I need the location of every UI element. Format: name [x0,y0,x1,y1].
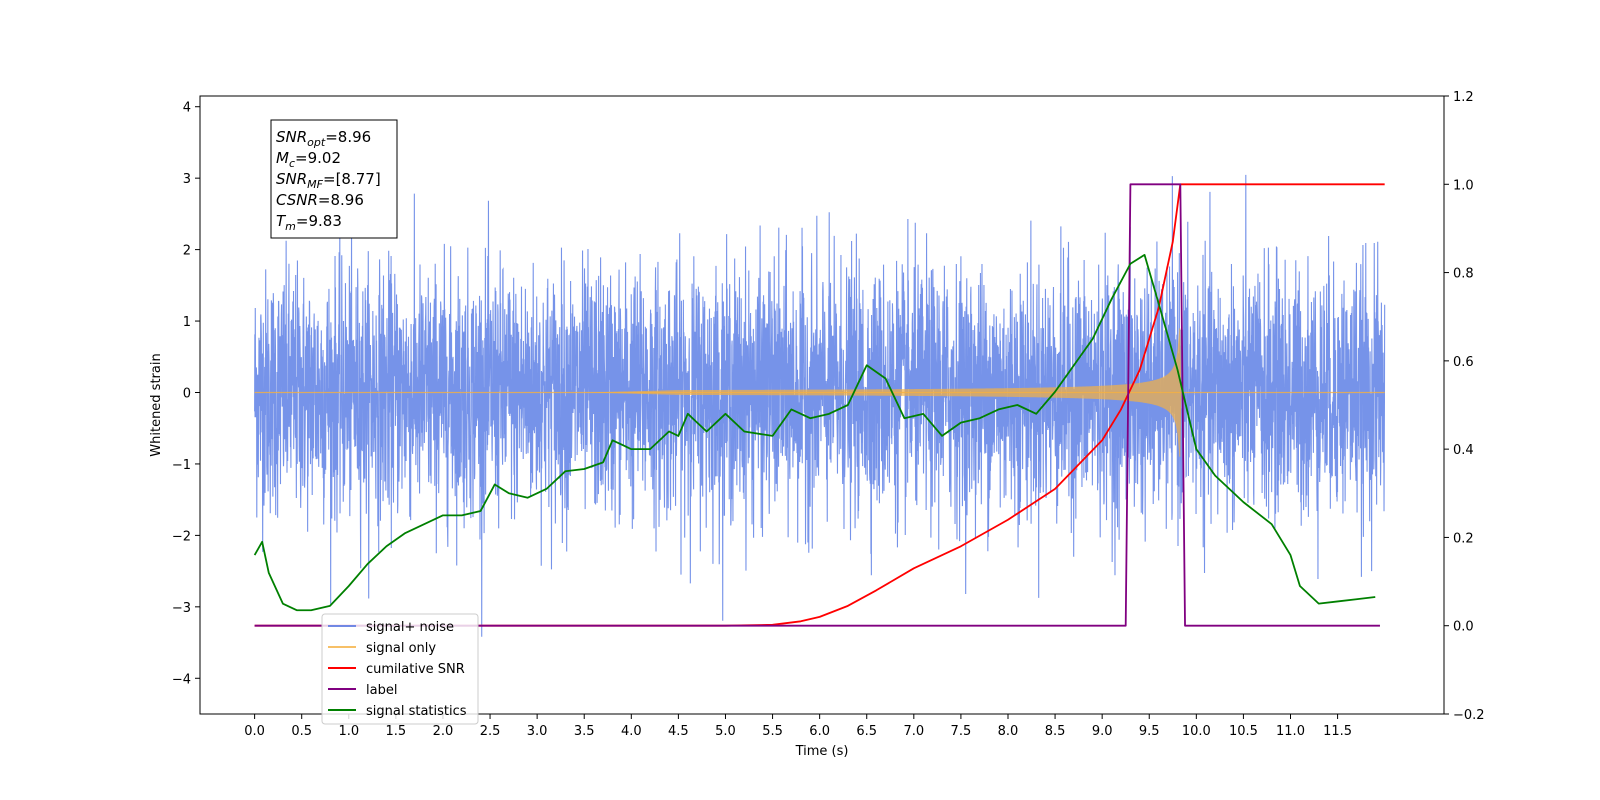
x-tick-label: 4.0 [621,724,642,739]
y2-tick-label: −0.2 [1453,708,1485,723]
y2-tick-label: 0.0 [1453,620,1474,635]
data-layer [253,174,1386,637]
legend-label: signal+ noise [366,620,454,635]
x-tick-label: 8.5 [1045,724,1066,739]
annotation-line: CSNR=8.96 [276,191,364,209]
y-tick-label: 2 [183,244,191,259]
x-tick-label: 8.0 [998,724,1019,739]
y-tick-label: −3 [172,601,191,616]
y-tick-label: 4 [183,101,191,116]
x-tick-label: 4.5 [668,724,689,739]
series-signal-noise-line [254,174,1386,637]
y2-tick-label: 0.4 [1453,443,1474,458]
annotation-line: SNRMF=[8.77] [276,170,381,191]
series-signal-statistics-line [253,254,1376,612]
legend: signal+ noise signal only cumilative SNR la… [321,613,479,725]
annotation-line: Mc=9.02 [276,149,341,170]
x-tick-label: 0.5 [291,724,312,739]
x-tick-label: 5.0 [715,724,736,739]
x-tick-label: 10.5 [1229,724,1258,739]
y-tick-label: −2 [172,529,191,544]
y-tick-label: −4 [172,672,191,687]
x-tick-label: 0.0 [244,724,265,739]
legend-label: signal only [366,641,436,656]
x-tick-label: 2.5 [480,724,501,739]
y2-tick-label: 1.2 [1453,90,1474,105]
x-tick-label: 1.0 [338,724,359,739]
annotation-frame [270,119,398,239]
x-tick-label: 5.5 [762,724,783,739]
x-tick-label: 3.5 [574,724,595,739]
x-tick-label: 6.0 [809,724,830,739]
y-tick-label: 3 [183,172,191,187]
x-tick-label: 11.0 [1276,724,1305,739]
x-tick-label: 6.5 [856,724,877,739]
annotation-line: Tm=9.83 [276,212,342,233]
y-tick-label: −1 [172,458,191,473]
plot-frame [199,95,1445,715]
x-tick-label: 11.5 [1323,724,1352,739]
x-tick-label: 1.5 [386,724,407,739]
legend-label: signal statistics [366,704,467,719]
y-axis-left: 4 3 2 1 0 −1 −2 −3 −4 [172,101,200,687]
x-axis: 0.0 0.5 1.0 1.5 2.0 2.5 3.0 3.5 4.0 4.5 5.0 5.5 6.0 6… [244,714,1352,739]
y-axis-label: Whitened strain [149,353,164,456]
legend-label: cumilative SNR [366,662,465,677]
y-tick-label: 1 [183,315,191,330]
y2-tick-label: 0.8 [1453,267,1474,282]
legend-frame [321,613,479,725]
x-axis-label: Time (s) [795,744,849,759]
annotation-line: SNRopt=8.96 [276,128,371,149]
x-tick-label: 7.0 [903,724,924,739]
series-label-line [254,183,1380,627]
y2-tick-label: 1.0 [1453,178,1474,193]
x-tick-label: 2.0 [433,724,454,739]
y-axis-right: 1.2 1.0 0.8 0.6 0.4 0.2 0.0 −0.2 [1444,90,1485,723]
x-tick-label: 9.0 [1092,724,1113,739]
legend-label: label [366,683,397,698]
y2-tick-label: 0.6 [1453,355,1474,370]
x-tick-label: 10.0 [1182,724,1211,739]
y-tick-label: 0 [183,386,191,401]
x-tick-label: 3.0 [527,724,548,739]
y2-tick-label: 0.2 [1453,531,1474,546]
series-cumulative-snr-line [254,183,1385,627]
x-tick-label: 7.5 [951,724,972,739]
x-tick-label: 9.5 [1139,724,1160,739]
